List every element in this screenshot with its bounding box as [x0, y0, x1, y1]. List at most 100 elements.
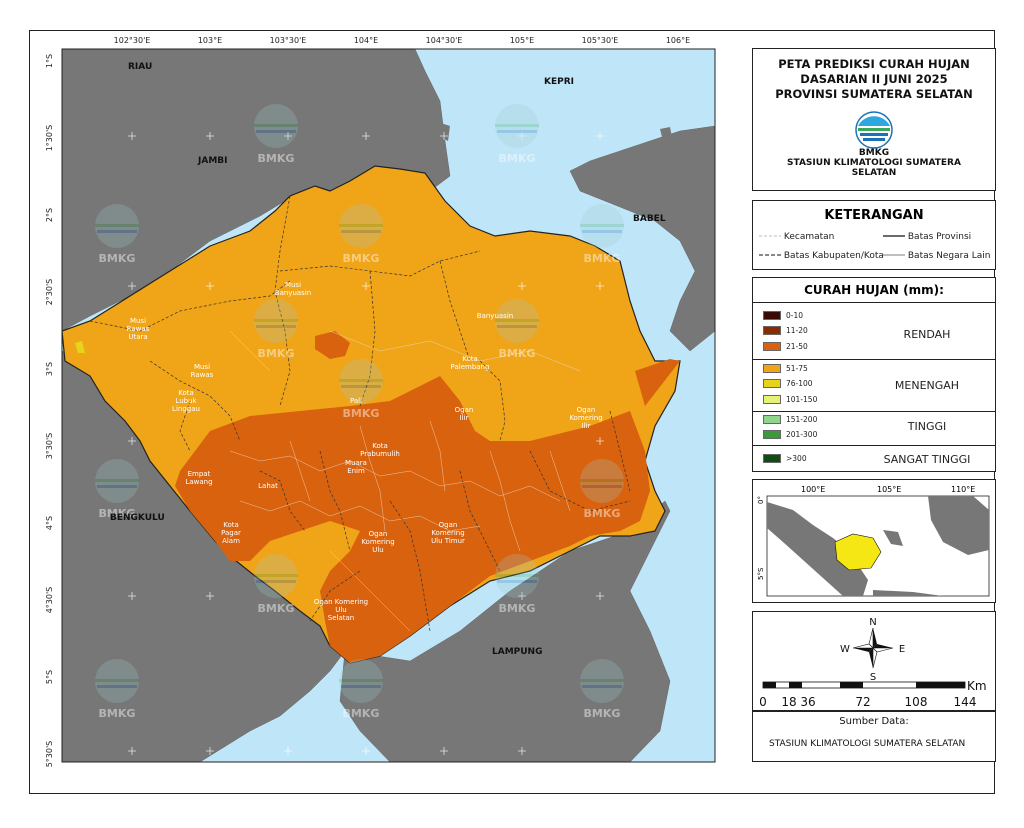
bmkg-watermark-text: BMKG — [343, 407, 380, 420]
map-title-line3: PROVINSI SUMATERA SELATAN — [775, 87, 973, 101]
bmkg-watermark-icon — [95, 204, 139, 248]
grid-crosses — [128, 132, 604, 755]
category-sangat-tinggi: SANGAT TINGGI — [883, 453, 971, 466]
small-island — [660, 127, 672, 137]
district-label-musi-banyuasin: Musi — [285, 281, 301, 289]
map-sheet: 102°30'E 103°E 103°30'E 104°E 104°30'E 105°E 1… — [29, 30, 996, 795]
bmkg-watermark-icon — [254, 104, 298, 148]
kecamatan-boundaries — [229, 330, 581, 632]
district-labels: MusiRawasUtaraMusiBanyuasinBanyuasinMusi… — [127, 281, 603, 622]
legend-swatch — [763, 342, 781, 351]
district-label-musi-rawas-utara: Rawas — [127, 325, 150, 333]
bmkg-watermark-text: BMKG — [99, 252, 136, 265]
region-label-lampung: LAMPUNG — [492, 647, 542, 657]
bmkg-watermark-icon — [254, 299, 298, 343]
legend-swatch — [763, 326, 781, 335]
legend-swatch — [763, 311, 781, 320]
legend-swatch — [763, 379, 781, 388]
bmkg-watermark-text: BMKG — [99, 507, 136, 520]
legend-class-label: >300 — [786, 454, 807, 463]
district-label-lahat: Lahat — [258, 482, 278, 490]
longitude-label: 102°30'E — [114, 36, 151, 45]
latitude-label: 1°S — [45, 54, 54, 68]
scale-tick-label: 36 — [800, 695, 815, 709]
district-label-oku-timur: Komering — [431, 529, 464, 537]
compass-w: W — [840, 644, 850, 655]
legend-batas-kab: Batas Kabupaten/Kota — [759, 251, 884, 261]
source-label: Sumber Data: — [839, 716, 909, 727]
compass-e: E — [899, 644, 905, 655]
region-label-babel: BABEL — [633, 214, 666, 224]
latitude-label: 3°30'S — [45, 433, 54, 460]
district-label-lubuk-linggau: Kota — [178, 389, 194, 397]
zone-21-50-blob — [315, 331, 350, 359]
bmkg-watermark-icon — [95, 659, 139, 703]
district-label-muara-enim: Enim — [347, 467, 365, 475]
bmkg-watermark-icon — [339, 659, 383, 703]
category-menengah: MENENGAH — [894, 379, 960, 392]
longitude-label: 103°E — [198, 36, 222, 45]
district-label-pagar-alam: Kota — [223, 521, 239, 529]
legend-swatch — [763, 364, 781, 373]
longitude-label: 105°30'E — [582, 36, 619, 45]
curah-hujan-panel: CURAH HUJAN (mm): 0-10 11-20 21-50 51-75 76-… — [752, 277, 996, 472]
longitude-label: 104°30'E — [426, 36, 463, 45]
latitude-label: 2°S — [45, 208, 54, 222]
compass-s: S — [870, 672, 876, 683]
latitude-label: 2°30'S — [45, 279, 54, 306]
source-panel: Sumber Data: STASIUN KLIMATOLOGI SUMATER… — [752, 711, 996, 762]
legend-class-label: 51-75 — [786, 364, 808, 373]
bmkg-watermark-icon — [495, 104, 539, 148]
district-label-oku-timur: Ogan — [439, 521, 458, 529]
legend-swatch — [763, 415, 781, 424]
map-title-line1: PETA PREDIKSI CURAH HUJAN — [778, 57, 970, 71]
bmkg-watermark-text: BMKG — [499, 152, 536, 165]
inset-java — [873, 590, 943, 596]
bmkg-watermark-text: BMKG — [258, 347, 295, 360]
bmkg-watermark-text: BMKG — [343, 252, 380, 265]
region-label-bengkulu: BENGKULU — [110, 513, 165, 523]
keterangan-panel: KETERANGAN Kecamatan Batas Provinsi Bata… — [752, 200, 996, 270]
latitude-label: 1°30'S — [45, 125, 54, 152]
bmkg-watermark-text: BMKG — [584, 707, 621, 720]
district-label-oki: Ilir — [582, 422, 591, 430]
scale-tick-label: 144 — [954, 695, 977, 709]
district-label-pagar-alam: Alam — [222, 537, 240, 545]
district-label-oki: Komering — [569, 414, 602, 422]
district-label-musi-rawas: Rawas — [191, 371, 214, 379]
longitude-label: 103°30'E — [270, 36, 307, 45]
inset-lat-label: 0° — [757, 496, 765, 504]
district-label-musi-rawas: Musi — [194, 363, 210, 371]
station-name-line1: STASIUN KLIMATOLOGI SUMATERA — [787, 158, 961, 168]
zone-76-100-spot — [75, 341, 85, 353]
scale-ticks: 0 18 36 72 108 144 — [759, 695, 976, 709]
district-label-musi-rawas-utara: Utara — [128, 333, 147, 341]
district-label-oku-timur: Ulu Timur — [431, 537, 465, 545]
latitude-label: 4°30'S — [45, 587, 54, 614]
legend-class-row: 0-10 — [763, 311, 803, 320]
bmkg-watermark-text: BMKG — [584, 507, 621, 520]
legend-class-row: 101-150 — [763, 395, 817, 404]
legend-class-row: 76-100 — [763, 379, 813, 388]
legend-batas-provinsi: Batas Provinsi — [883, 232, 971, 242]
bmkg-watermark-icon — [254, 554, 298, 598]
district-label-musi-banyuasin: Banyuasin — [275, 289, 311, 297]
bmkg-watermark-text: BMKG — [99, 707, 136, 720]
inset-sumatra — [767, 502, 868, 596]
legend-swatch — [763, 430, 781, 439]
scale-tick-label: 18 — [781, 695, 796, 709]
inset-highlight-sumsel[interactable] — [834, 533, 882, 571]
legend-class-label: 101-150 — [786, 395, 818, 404]
legend-class-row: 151-200 — [763, 415, 817, 424]
compass-n: N — [869, 617, 876, 628]
main-map[interactable]: 102°30'E 103°E 103°30'E 104°E 104°30'E 105°E 1… — [30, 31, 730, 795]
legend-class-label: 201-300 — [786, 430, 818, 439]
district-label-prabumulih: Prabumulih — [360, 450, 400, 458]
district-label-ogan-ilir: Ilir — [460, 414, 469, 422]
bmkg-watermark-text: BMKG — [258, 152, 295, 165]
district-boundaries — [89, 195, 631, 632]
station-name-line2: SELATAN — [851, 168, 897, 178]
bmkg-watermark-text: BMKG — [258, 602, 295, 615]
district-label-palembang: Kota — [462, 355, 478, 363]
scale-tick-label: 72 — [855, 695, 870, 709]
